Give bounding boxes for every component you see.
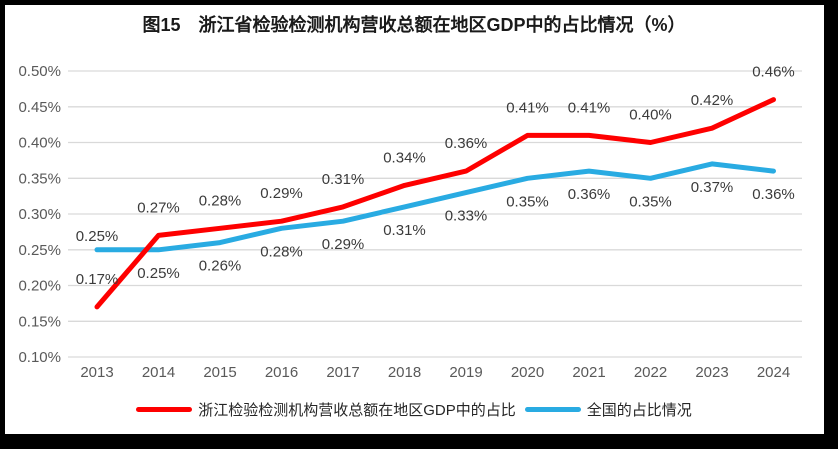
x-axis-tick-label: 2016 (265, 364, 298, 381)
x-axis-tick-label: 2013 (80, 364, 113, 381)
y-axis-tick-label: 0.50% (18, 63, 61, 80)
data-label: 0.26% (199, 258, 242, 275)
data-label: 0.29% (322, 236, 365, 253)
y-axis-tick-label: 0.30% (18, 206, 61, 223)
national-series-line (94, 161, 776, 253)
x-axis-tick-label: 2014 (142, 364, 175, 381)
y-axis-tick-label: 0.35% (18, 170, 61, 187)
data-label: 0.25% (76, 228, 119, 245)
zhejiang-line-swatch (136, 407, 193, 412)
x-axis-tick-label: 2023 (695, 364, 728, 381)
y-axis-tick-label: 0.45% (18, 99, 61, 116)
x-axis-tick-label: 2024 (757, 364, 790, 381)
legend-label-zhejiang: 浙江检验检测机构营收总额在地区GDP中的占比 (198, 402, 516, 419)
data-label: 0.42% (691, 92, 734, 109)
data-label: 0.36% (752, 186, 795, 203)
y-axis-tick-label: 0.25% (18, 242, 61, 259)
data-label: 0.17% (76, 271, 119, 288)
chart-title: 图15 浙江省检验检测机构营收总额在地区GDP中的占比情况（%） (142, 15, 686, 35)
chart-legend: 浙江检验检测机构营收总额在地区GDP中的占比 全国的占比情况 (0, 399, 828, 420)
x-axis-tick-label: 2021 (572, 364, 605, 381)
y-axis-tick-label: 0.15% (18, 313, 61, 330)
data-label: 0.28% (199, 192, 242, 209)
national-line-swatch (524, 407, 581, 412)
data-label: 0.40% (629, 107, 672, 124)
data-label: 0.36% (445, 135, 488, 152)
data-label: 0.27% (137, 199, 180, 216)
x-axis-tick-label: 2020 (511, 364, 544, 381)
zhejiang-series-line (94, 97, 776, 310)
data-label: 0.28% (260, 243, 303, 260)
data-label: 0.31% (322, 171, 365, 188)
x-axis-tick-label: 2019 (449, 364, 482, 381)
data-label: 0.31% (383, 222, 426, 239)
data-label: 0.41% (506, 99, 549, 116)
data-label: 0.35% (506, 193, 549, 210)
data-label: 0.35% (629, 193, 672, 210)
data-label: 0.36% (568, 186, 611, 203)
legend-item-zhejiang: 浙江检验检测机构营收总额在地区GDP中的占比 (136, 399, 516, 420)
x-axis-tick-label: 2022 (634, 364, 667, 381)
data-label: 0.34% (383, 149, 426, 166)
data-label: 0.41% (568, 99, 611, 116)
x-axis-tick-label: 2018 (388, 364, 421, 381)
data-label: 0.37% (691, 179, 734, 196)
data-label: 0.29% (260, 185, 303, 202)
legend-item-national: 全国的占比情况 (524, 399, 692, 420)
legend-label-national: 全国的占比情况 (586, 402, 692, 419)
y-axis-tick-label: 0.40% (18, 135, 61, 152)
x-axis-tick-label: 2017 (326, 364, 359, 381)
data-label: 0.25% (137, 265, 180, 282)
data-label: 0.33% (445, 208, 488, 225)
data-label: 0.46% (752, 64, 795, 81)
y-axis-tick-label: 0.20% (18, 278, 61, 295)
chart-background (5, 5, 824, 434)
y-axis-tick-label: 0.10% (18, 349, 61, 366)
x-axis-tick-label: 2015 (203, 364, 236, 381)
